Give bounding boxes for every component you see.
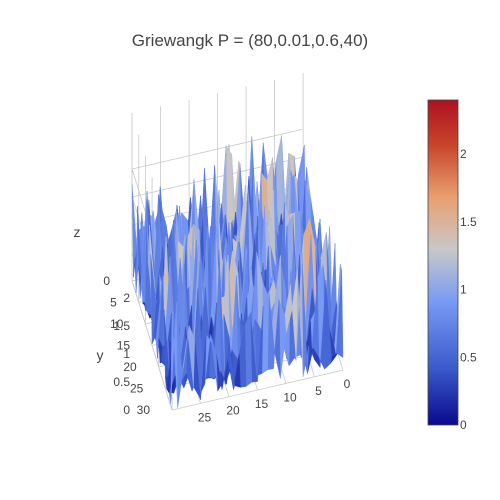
colorbar-tick-label: 2 (460, 147, 467, 161)
x-tick-label: 20 (226, 404, 240, 418)
y-tick-label: 0 (103, 274, 110, 288)
colorbar-tick-label: 1 (460, 283, 467, 297)
y-tick-label: 20 (123, 360, 137, 374)
surface (131, 135, 344, 409)
z-tick-label: 0.5 (113, 375, 130, 389)
y-tick-label: 15 (117, 339, 131, 353)
x-tick-label: 5 (315, 384, 322, 398)
colorbar-ticks: 0 0.5 1 1.5 2 (460, 147, 477, 432)
z-tick-label: 1.5 (113, 319, 130, 333)
y-tick-label: 10 (110, 317, 124, 331)
colorbar-gradient (427, 99, 459, 426)
colorbar-tick-label: 0.5 (460, 350, 477, 364)
chart-title: Griewangk P = (80,0.01,0.6,40) (132, 31, 368, 50)
x-tick-label: 10 (283, 390, 297, 404)
z-tick-label: 2 (123, 291, 130, 305)
y-tick-label: 5 (110, 296, 117, 310)
y-tick-label: 25 (130, 382, 144, 396)
z-axis-title: z (74, 224, 81, 240)
x-tick-label: 25 (198, 410, 212, 424)
z-tick-label: 0 (123, 403, 130, 417)
x-tick-label: 15 (255, 397, 269, 411)
x-tick-label: 0 (344, 377, 351, 391)
y-tick-label: 30 (137, 403, 151, 417)
y-axis-title: y (97, 347, 104, 363)
colorbar-tick-label: 1.5 (460, 215, 477, 229)
surface-cell (170, 302, 178, 409)
colorbar-tick-label: 0 (460, 418, 467, 432)
z-tick-label: 1 (123, 347, 130, 361)
colorbar: 0 0.5 1 1.5 2 (427, 99, 477, 432)
grid-line (171, 369, 344, 411)
